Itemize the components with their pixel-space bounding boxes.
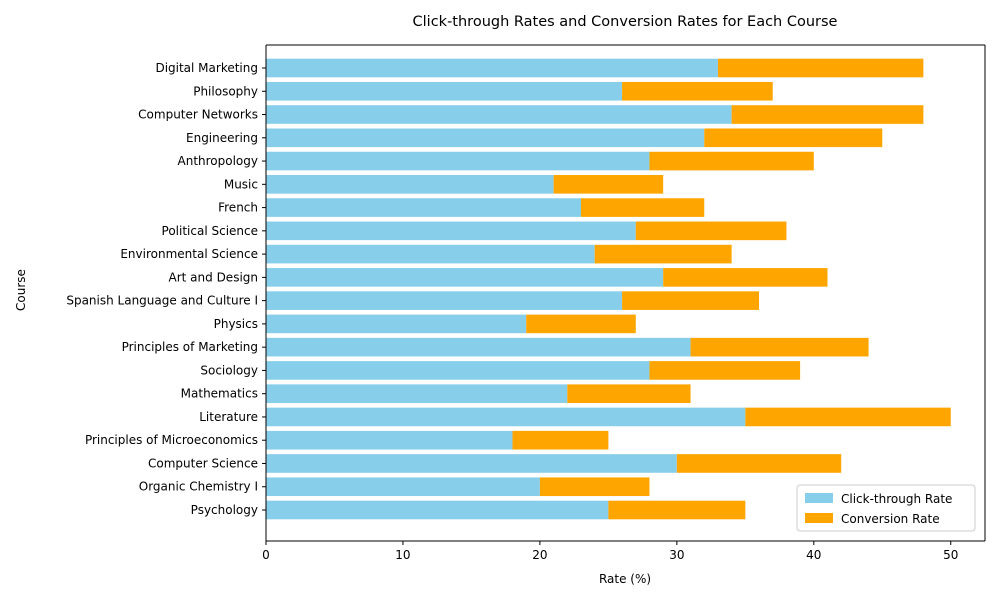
- y-tick-label: Principles of Marketing: [122, 340, 258, 354]
- bar-conversion-7: [690, 337, 869, 357]
- bar-conversion-3: [512, 430, 609, 450]
- bar-conversion-6: [649, 361, 801, 380]
- bar-conversion-14: [553, 175, 664, 194]
- y-tick-label: Psychology: [191, 503, 258, 517]
- x-tick-label: 40: [806, 548, 821, 562]
- x-tick-label: 20: [532, 548, 547, 562]
- y-tick-label: Spanish Language and Culture I: [66, 294, 258, 308]
- legend-label-0: Click-through Rate: [841, 492, 952, 506]
- bar-click-through-11: [266, 244, 595, 264]
- y-axis-title: Course: [14, 269, 28, 311]
- bar-click-through-16: [266, 128, 705, 148]
- x-axis: 0 10 20 30 40 50: [262, 541, 958, 562]
- bar-conversion-5: [567, 384, 691, 403]
- bar-click-through-15: [266, 151, 650, 171]
- bar-click-through-10: [266, 268, 664, 287]
- bar-click-through-9: [266, 291, 623, 310]
- y-tick-label: Physics: [214, 317, 258, 331]
- legend-swatch-0: [805, 493, 833, 503]
- y-tick-label: Sociology: [200, 363, 258, 377]
- y-tick-label: French: [218, 201, 258, 215]
- bar-conversion-15: [649, 151, 814, 171]
- plot-area: [265, 44, 986, 542]
- chart-title: Click-through Rates and Conversion Rates…: [413, 14, 838, 30]
- x-tick-label: 10: [395, 548, 410, 562]
- bar-click-through-18: [266, 81, 623, 101]
- bar-conversion-4: [745, 407, 951, 427]
- bar-click-through-3: [266, 430, 513, 450]
- x-tick-label: 30: [669, 548, 684, 562]
- y-tick-label: Literature: [199, 410, 258, 424]
- bar-conversion-1: [539, 477, 650, 497]
- legend-label-1: Conversion Rate: [841, 512, 940, 526]
- bar-click-through-5: [266, 384, 568, 403]
- y-tick-label: Computer Science: [148, 456, 258, 470]
- x-axis-title: Rate (%): [599, 572, 651, 586]
- bar-click-through-14: [266, 175, 554, 194]
- bar-conversion-13: [580, 198, 705, 217]
- y-tick-label: Environmental Science: [120, 247, 258, 261]
- x-tick-label: 50: [943, 548, 958, 562]
- y-tick-label: Computer Networks: [138, 108, 258, 122]
- y-tick-label: Art and Design: [169, 270, 258, 284]
- bar-conversion-11: [594, 244, 732, 264]
- bar-click-through-7: [266, 337, 691, 357]
- y-tick-label: Principles of Microeconomics: [85, 433, 258, 447]
- bar-click-through-13: [266, 198, 581, 217]
- bar-conversion-2: [676, 454, 842, 473]
- y-axis: Psychology Organic Chemistry I Computer Sc…: [66, 61, 266, 517]
- bar-conversion-19: [717, 58, 924, 78]
- y-tick-label: Political Science: [162, 224, 258, 238]
- bar-conversion-9: [622, 291, 760, 310]
- y-tick-label: Engineering: [186, 131, 258, 145]
- bar-conversion-10: [663, 268, 828, 287]
- legend-box: [796, 484, 976, 532]
- y-tick-label: Philosophy: [193, 84, 258, 98]
- bar-click-through-0: [266, 500, 609, 520]
- bar-conversion-12: [635, 221, 787, 241]
- bar-click-through-6: [266, 361, 650, 380]
- legend-swatch-1: [805, 513, 833, 523]
- y-tick-label: Mathematics: [181, 387, 258, 401]
- bar-conversion-18: [622, 81, 773, 101]
- bar-click-through-19: [266, 58, 718, 78]
- bar-click-through-17: [266, 105, 732, 124]
- y-tick-label: Organic Chemistry I: [139, 480, 258, 494]
- y-tick-label: Music: [224, 177, 258, 191]
- bar-conversion-17: [731, 105, 924, 124]
- bar-click-through-8: [266, 314, 527, 334]
- bar-conversion-16: [704, 128, 883, 148]
- bar-conversion-8: [526, 314, 636, 334]
- y-tick-label: Digital Marketing: [155, 61, 258, 75]
- legend: Click-through Rate Conversion Rate: [796, 484, 976, 532]
- bar-click-through-1: [266, 477, 540, 497]
- x-tick-label: 0: [262, 548, 270, 562]
- bar-click-through-12: [266, 221, 636, 241]
- bar-conversion-0: [608, 500, 746, 520]
- bar-click-through-4: [266, 407, 746, 427]
- y-tick-label: Anthropology: [178, 154, 259, 168]
- bar-click-through-2: [266, 454, 677, 473]
